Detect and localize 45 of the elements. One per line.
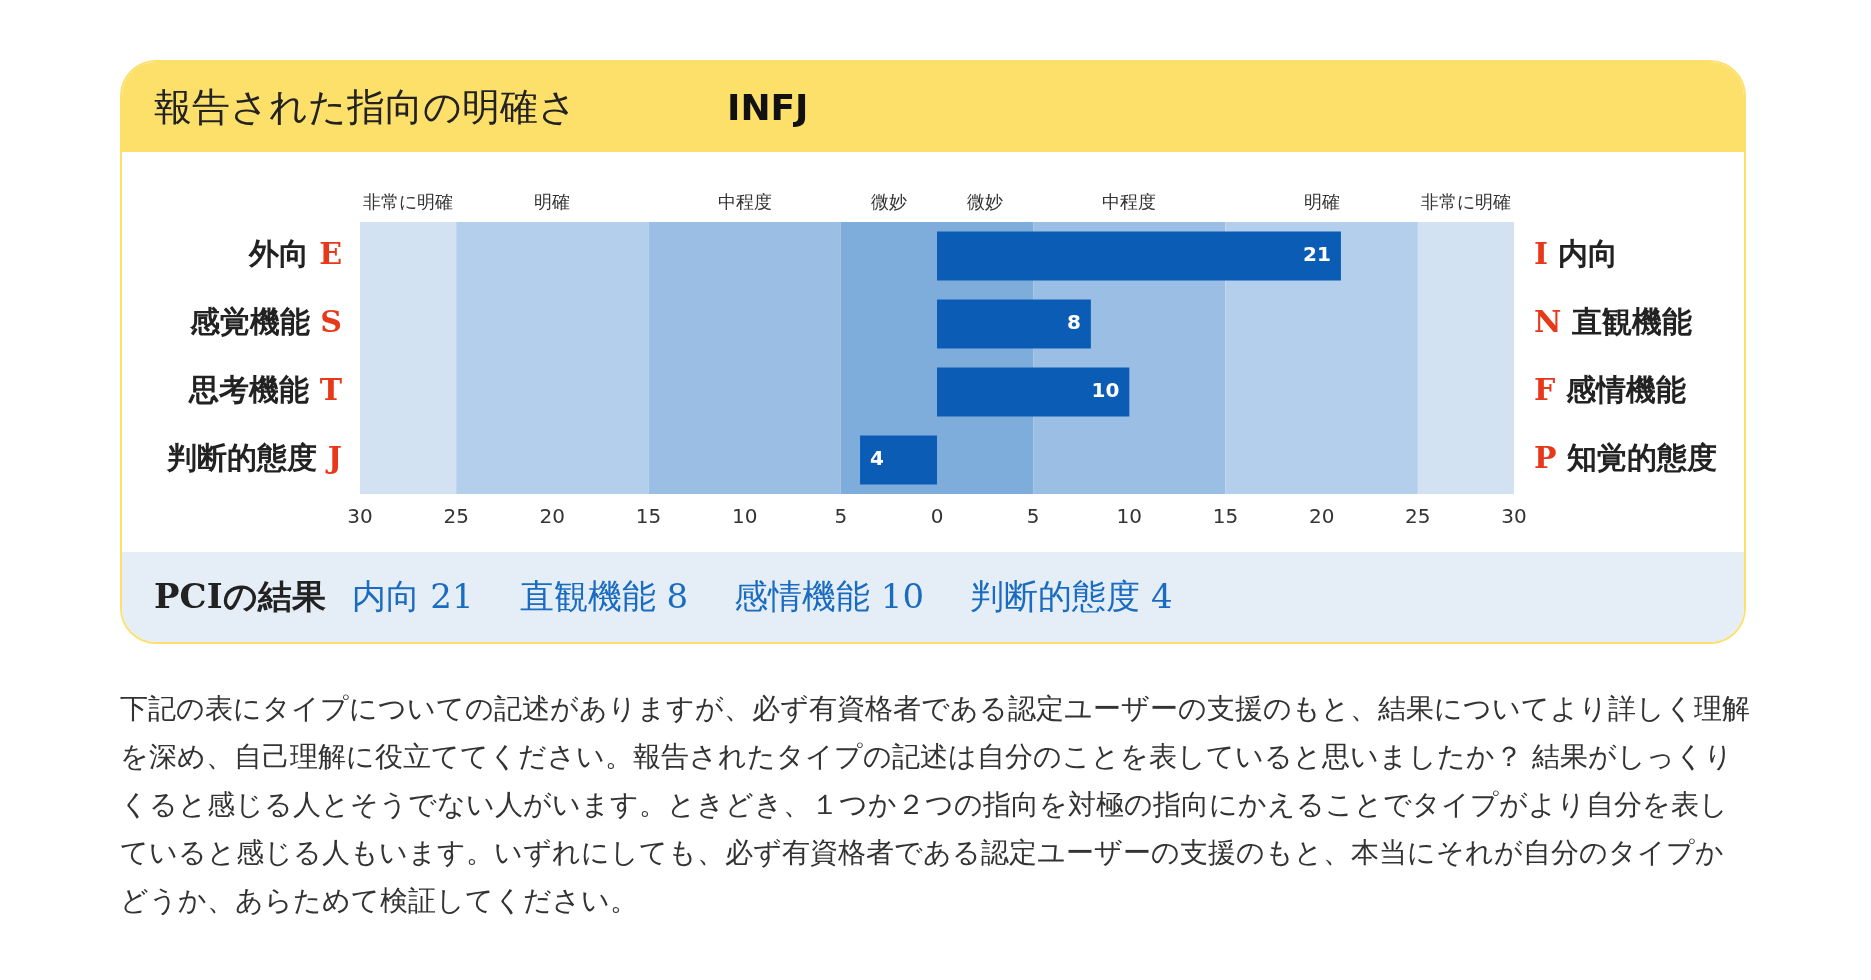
band-label: 微妙 [967,190,1004,212]
x-tick-label: 15 [1212,504,1239,529]
y-tick-label: 判断的態度 J [166,439,343,475]
chart-title: 報告された指向の明確さ [154,83,577,131]
text: 感情機能 10 [734,575,925,618]
x-tick-label: 20 [1308,504,1335,529]
x-tick-label: 30 [1501,504,1527,529]
x-tick-label: 0 [930,504,944,529]
y2-tick-label: N 直観機能 [1534,303,1692,339]
data-label: 8 [1066,310,1081,335]
x-tick-label: 20 [539,504,566,529]
data-label: 21 [1303,242,1331,267]
y-tick-label: 感覚機能 S [188,303,343,339]
band-label: 非常に明確 [363,190,454,212]
y2-tick-label: I 内向 [1534,235,1619,271]
band-label: 微妙 [870,190,907,212]
bar [937,231,1341,281]
text: PCIの結果 [154,575,326,618]
y-tick-label: 外向 E [247,235,343,271]
x-tick-label: 10 [1116,504,1143,529]
text: 下記の表にタイプについての記述がありますが、必ず有資格者である認定ユーザーの支援のもと、結果についてより詳しく理解を深め、自己理解に役立ててください。報告されたタイプの記述は自分のことを表していると思いましたか？ 結果がしっくりくると感じる人とそうでない人がいます。ときどき、１つか２つの指向を対極の指向にかえることでタイプがより自分を表していると感じる人もいます。いずれにしても、必ず有資格者である認定ユーザーの支援のもと、本当にそれが自分のタイプかどうか、あらためて検証してください。 [120,691,1750,919]
bar [937,367,1130,417]
text: 判断的態度 4 [970,575,1173,618]
text: 直観機能 8 [519,575,689,618]
y2-tick-label: F 感情機能 [1534,371,1686,407]
data-label: 10 [1091,378,1120,403]
x-tick-label: 30 [347,504,373,529]
y2-tick-label: P 知覚的態度 [1534,439,1717,475]
y-tick-label: 思考機能 T [188,371,343,407]
x-tick-label: 5 [1026,504,1040,529]
band-label: 非常に明確 [1420,190,1511,212]
x-tick-label: 10 [731,504,758,529]
x-tick-label: 25 [443,504,469,529]
bar [937,299,1091,349]
chart-subtitle: INFJ [727,86,809,128]
x-tick-label: 5 [834,504,848,529]
bar [860,435,937,485]
x-tick-label: 25 [1405,504,1431,529]
band-label: 明確 [534,190,571,212]
x-tick-label: 15 [635,504,662,529]
band-label: 中程度 [717,190,772,212]
text: 内向 21 [351,575,474,618]
band-label: 中程度 [1102,190,1157,212]
band-label: 明確 [1303,190,1340,212]
data-label: 4 [870,446,884,471]
